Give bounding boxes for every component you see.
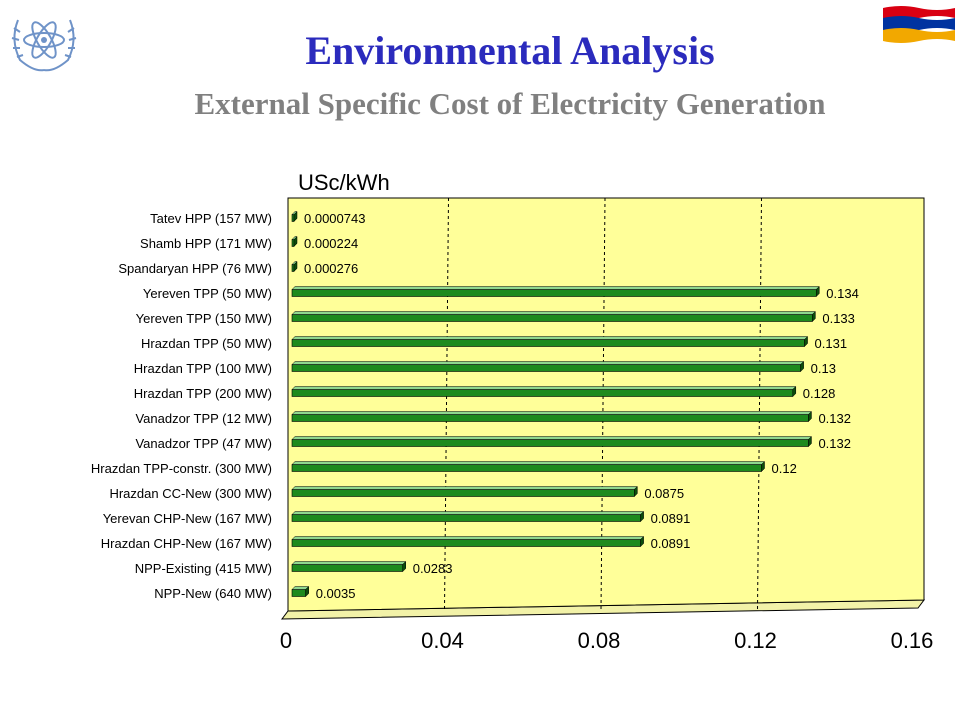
bar	[291, 210, 298, 223]
category-label: Spandaryan HPP (76 MW)	[118, 261, 272, 276]
bar	[291, 260, 298, 273]
category-label: Hrazdan CC-New (300 MW)	[109, 486, 272, 501]
bar	[291, 410, 813, 423]
x-tick-label: 0.08	[578, 628, 621, 653]
unit-label: USc/kWh	[298, 170, 390, 195]
bar	[291, 360, 805, 373]
plot-area	[287, 197, 925, 612]
value-label: 0.131	[815, 336, 848, 351]
bar	[291, 385, 797, 398]
value-label: 0.132	[818, 436, 851, 451]
category-label: Hrazdan TPP (100 MW)	[134, 361, 272, 376]
page-title: Environmental Analysis	[305, 28, 715, 73]
value-label: 0.0891	[651, 536, 691, 551]
bar	[291, 485, 638, 498]
value-label: 0.13	[811, 361, 836, 376]
bar	[291, 335, 809, 348]
bar	[291, 560, 407, 573]
armenia-flag-icon	[883, 6, 955, 43]
value-label: 0.0000743	[304, 211, 365, 226]
category-label: Hrazdan CHP-New (167 MW)	[101, 536, 272, 551]
category-label: Hrazdan TPP-constr. (300 MW)	[91, 461, 272, 476]
value-label: 0.0035	[316, 586, 356, 601]
value-label: 0.128	[803, 386, 836, 401]
iaea-emblem-icon	[11, 19, 77, 72]
bar	[291, 510, 645, 523]
value-label: 0.000276	[304, 261, 358, 276]
value-label: 0.134	[826, 286, 859, 301]
bar	[291, 535, 645, 548]
value-label: 0.12	[772, 461, 797, 476]
value-label: 0.133	[822, 311, 855, 326]
x-tick-label: 0.16	[891, 628, 934, 653]
bar	[291, 285, 820, 298]
category-label: Vanadzor TPP (47 MW)	[135, 436, 272, 451]
bar	[291, 435, 813, 448]
bar	[291, 460, 766, 473]
category-label: Hrazdan TPP (50 MW)	[141, 336, 272, 351]
x-tick-label: 0.12	[734, 628, 777, 653]
value-label: 0.0891	[651, 511, 691, 526]
value-label: 0.000224	[304, 236, 358, 251]
category-label: Yerevan CHP-New (167 MW)	[103, 511, 272, 526]
category-label: Yereven TPP (50 MW)	[143, 286, 272, 301]
category-label: Hrazdan TPP (200 MW)	[134, 386, 272, 401]
x-tick-label: 0	[280, 628, 292, 653]
category-label: NPP-New (640 MW)	[154, 586, 272, 601]
bar	[291, 585, 310, 598]
value-label: 0.0283	[413, 561, 453, 576]
gridline	[757, 197, 762, 611]
bar	[291, 235, 298, 248]
category-label: Tatev HPP (157 MW)	[150, 211, 272, 226]
x-tick-label: 0.04	[421, 628, 464, 653]
value-label: 0.132	[818, 411, 851, 426]
value-label: 0.0875	[644, 486, 684, 501]
category-label: Yereven TPP (150 MW)	[136, 311, 272, 326]
page-subtitle: External Specific Cost of Electricity Ge…	[194, 86, 826, 121]
category-label: NPP-Existing (415 MW)	[135, 561, 272, 576]
category-label: Shamb HPP (171 MW)	[140, 236, 272, 251]
category-label: Vanadzor TPP (12 MW)	[135, 411, 272, 426]
bar	[291, 310, 816, 323]
